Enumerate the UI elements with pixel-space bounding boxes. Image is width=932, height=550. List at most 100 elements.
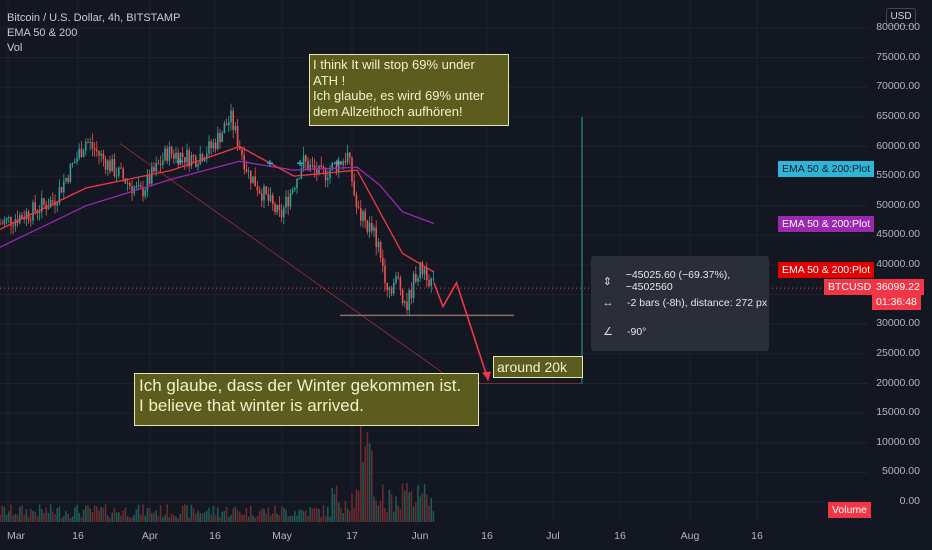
signal-cross — [335, 159, 341, 166]
candle-body — [113, 159, 116, 176]
volume-tag: Volume — [828, 502, 872, 518]
candle-body — [85, 141, 87, 151]
volume-bar — [71, 516, 74, 522]
volume-bar — [195, 513, 197, 522]
volume-bar — [3, 507, 6, 522]
candle-body — [333, 162, 336, 164]
y-tick-label: 10000.00 — [876, 435, 920, 448]
candle-body — [186, 150, 188, 163]
candle-body — [256, 186, 259, 191]
candle-body — [82, 150, 85, 157]
volume-bar — [104, 504, 107, 522]
candle-body — [373, 227, 375, 231]
volume-bar — [377, 505, 380, 522]
volume-bar — [307, 516, 309, 522]
indicator-vol[interactable]: Vol — [7, 42, 23, 54]
volume-bar — [324, 516, 327, 522]
candle-body — [146, 174, 149, 191]
note-target[interactable]: around 20k — [493, 356, 583, 378]
x-tick-label: May — [272, 530, 292, 542]
volume-bar — [217, 507, 219, 522]
candle-body — [102, 153, 105, 159]
x-tick-label: 16 — [209, 530, 221, 542]
candle-body — [379, 241, 382, 258]
volume-bar — [373, 496, 375, 522]
candle-body — [74, 161, 76, 164]
currency-button[interactable]: USD — [886, 8, 916, 26]
volume-bar — [162, 516, 164, 522]
candle-body — [309, 164, 311, 171]
volume-bar — [428, 505, 430, 522]
candle-body — [184, 157, 186, 163]
candle-body — [360, 208, 362, 221]
volume-bar — [327, 506, 329, 522]
candle-body — [254, 176, 256, 187]
candle-body — [87, 141, 89, 143]
candle-body — [170, 146, 173, 155]
x-tick-label: 16 — [481, 530, 493, 542]
candle-body — [300, 168, 303, 179]
volume-bar — [322, 505, 325, 522]
measure-price: −45025.60 (−69.37%), −4502560 — [625, 269, 731, 293]
volume-bar — [375, 500, 377, 522]
volume-bar — [311, 508, 314, 522]
volume-bar — [5, 514, 8, 522]
volume-bar — [21, 505, 23, 522]
note-winter[interactable]: Ich glaube, dass der Winter gekommen ist… — [134, 373, 479, 426]
volume-bar — [126, 516, 129, 522]
volume-bar — [404, 490, 406, 522]
candle-body — [241, 149, 243, 156]
volume-bar — [8, 511, 10, 522]
candle-body — [384, 265, 386, 283]
volume-bar — [151, 513, 153, 522]
candle-body — [148, 174, 151, 184]
volume-bar — [0, 514, 1, 522]
candle-body — [144, 190, 146, 197]
signal-cross — [267, 160, 273, 167]
volume-bar — [67, 513, 69, 522]
indicator-ema[interactable]: EMA 50 & 200 — [7, 27, 78, 39]
ema50-line — [0, 145, 435, 273]
volume-bar — [349, 511, 351, 522]
volume-bar — [16, 514, 19, 522]
volume-bar — [144, 515, 146, 522]
candle-body — [432, 278, 435, 280]
volume-bar — [388, 489, 391, 522]
candle-body — [206, 153, 208, 159]
candle-body — [318, 165, 320, 175]
volume-bar — [210, 514, 212, 522]
volume-bar — [199, 513, 201, 522]
candle-body — [342, 161, 344, 165]
volume-bar — [82, 509, 85, 522]
volume-bar — [186, 505, 188, 522]
candle-body — [421, 262, 424, 275]
volume-bar — [355, 489, 358, 522]
candle-body — [173, 154, 175, 159]
y-tick-label: 65000.00 — [876, 109, 920, 122]
volume-bar — [344, 500, 347, 522]
candle-body — [219, 132, 221, 143]
volume-bar — [274, 505, 276, 522]
volume-bar — [432, 511, 435, 522]
volume-bar — [415, 502, 417, 522]
note-top[interactable]: I think It will stop 69% under ATH ! Ich… — [309, 54, 509, 126]
candle-body — [41, 198, 43, 212]
x-tick-label: Apr — [141, 530, 159, 542]
candle-body — [423, 267, 426, 275]
volume-bar — [177, 517, 179, 522]
volume-bar — [250, 505, 252, 522]
candle-body — [118, 167, 120, 176]
candle-body — [417, 278, 419, 282]
projection-path — [433, 280, 489, 381]
candle-body — [221, 133, 223, 143]
volume-bar — [36, 516, 39, 522]
candle-body — [346, 152, 349, 163]
candle-body — [313, 165, 316, 170]
symbol-title[interactable]: Bitcoin / U.S. Dollar, 4h, BITSTAMP — [7, 12, 181, 24]
volume-bar — [188, 517, 190, 522]
volume-bar — [313, 507, 316, 522]
volume-bar — [118, 512, 120, 522]
volume-bar — [417, 485, 419, 522]
candle-body — [410, 289, 413, 299]
volume-bar — [201, 513, 204, 522]
